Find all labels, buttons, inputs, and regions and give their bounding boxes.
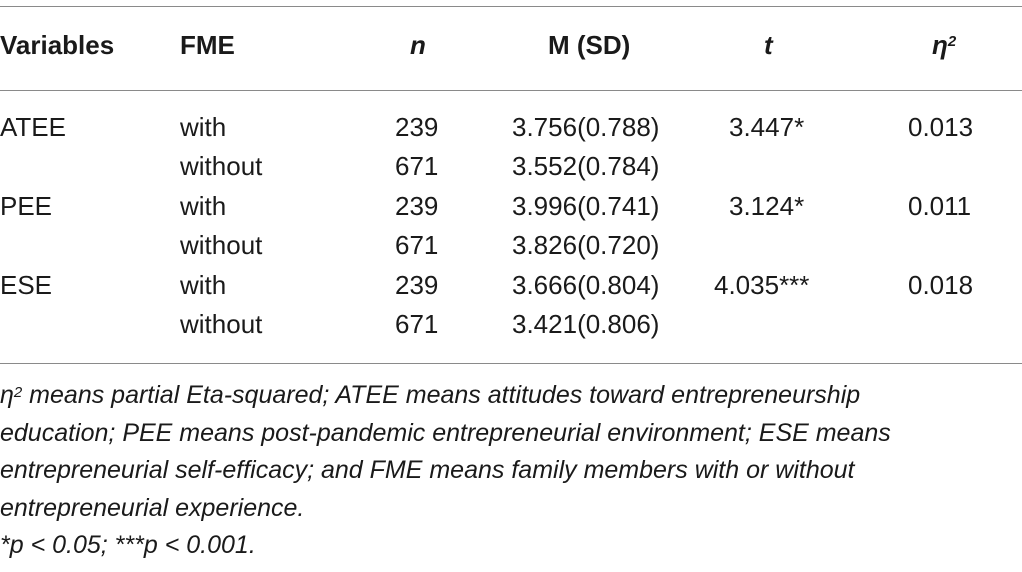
header-t: t [764,30,773,60]
footnote-line-1-text: means partial Eta-squared; ATEE means at… [22,381,861,409]
table-cell-fme: without [180,309,263,339]
footnote-line-1: η2 means partial Eta-squared; ATEE means… [0,377,1000,415]
header-eta: η2 [932,30,956,60]
table-cell-eta: 0.011 [908,191,972,221]
table-cell-msd: 3.421(0.806) [512,309,660,339]
table-cell-msd: 3.552(0.784) [512,151,660,181]
footnote-line-2: education; PEE means post-pandemic entre… [0,418,891,447]
header-eta-sup: 2 [947,33,957,50]
table-bottom-rule [0,363,1022,364]
table-cell-fme: without [180,151,263,181]
table-cell-msd: 3.666(0.804) [512,270,660,300]
table-cell-fme: with [180,112,227,142]
table-cell-variable: ATEE [0,112,66,142]
table-cell-n: 671 [395,230,439,260]
table-cell-n: 671 [395,151,439,181]
footnote-line-3: entrepreneurial self-efficacy; and FME m… [0,456,855,484]
table-cell-t: 4.035*** [714,270,810,300]
footnote-significance: *p < 0.05; ***p < 0.001. [0,531,256,559]
table-cell-eta: 0.018 [908,270,974,300]
table-footnotes: η2 means partial Eta-squared; ATEE means… [0,377,1000,565]
table-header-rule [0,90,1022,91]
footnote-eta-symbol: η [0,381,14,409]
header-variables: Variables [0,30,115,60]
table-cell-msd: 3.826(0.720) [512,230,660,260]
table-cell-eta: 0.013 [908,112,974,142]
table-cell-variable: ESE [0,270,53,300]
table-cell-msd: 3.756(0.788) [512,112,660,142]
table-cell-fme: without [180,230,263,260]
table-cell-n: 239 [395,191,439,221]
table-cell-n: 239 [395,270,439,300]
footnote-eta-sup: 2 [13,384,23,401]
table-cell-t: 3.447* [729,112,805,142]
table-cell-fme: with [180,191,227,221]
header-n: n [410,30,426,60]
table-cell-n: 671 [395,309,439,339]
header-eta-symbol: η [932,30,948,60]
table-cell-variable: PEE [0,191,53,221]
table-cell-t: 3.124* [729,191,805,221]
table-cell-fme: with [180,270,227,300]
table-top-rule [0,6,1022,7]
footnote-line-4: entrepreneurial experience. [0,493,305,522]
header-msd: M (SD) [548,30,631,60]
table-cell-msd: 3.996(0.741) [512,191,660,221]
header-fme: FME [180,30,235,60]
table-cell-n: 239 [395,112,439,142]
